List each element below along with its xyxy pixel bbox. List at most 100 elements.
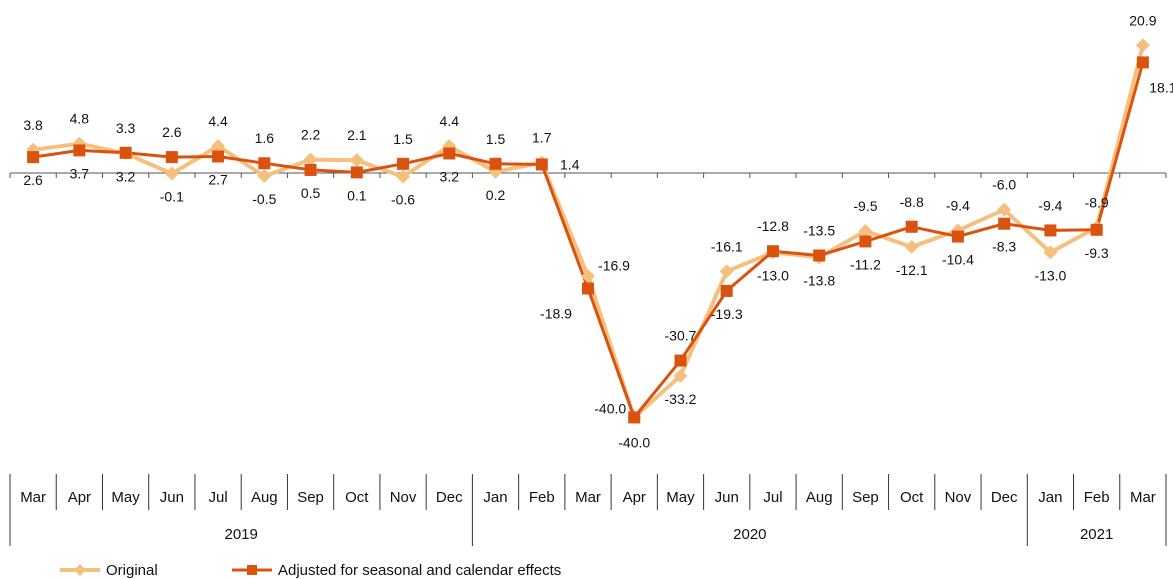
adjusted-point [1044, 224, 1057, 237]
original-data-label: 1.7 [532, 130, 552, 146]
original-data-label: 4.4 [440, 113, 460, 129]
adjusted-series-line [32, 62, 1145, 419]
adjusted-data-label: -12.8 [757, 218, 789, 234]
adjusted-point [535, 158, 548, 171]
adjusted-point [27, 151, 40, 164]
original-point [581, 269, 595, 284]
adjusted-data-label: 2.6 [162, 124, 182, 140]
adjusted-point [951, 230, 964, 243]
original-data-label: 3.8 [23, 117, 43, 133]
adjusted-point [582, 282, 594, 295]
month-tick-label: Aug [806, 489, 833, 506]
adjusted-data-label: -11.2 [850, 256, 881, 272]
adjusted-point [859, 235, 872, 248]
original-point [904, 239, 919, 254]
data-labels: 3.8 2.6 4.8 3.7 3.3 3.2 2.6 -0.1 4.4 2.7 1.6 -0.5 2.… [23, 12, 1173, 450]
year-label: 2021 [1080, 526, 1113, 543]
adjusted-data-label: -30.7 [665, 328, 697, 344]
adjusted-data-label: 18.1 [1149, 79, 1173, 95]
month-tick-label: Jul [208, 489, 227, 506]
original-data-label: -9.4 [946, 197, 970, 213]
adjusted-data-label: -19.3 [711, 306, 743, 322]
adjusted-data-label: 1.5 [393, 131, 413, 147]
zero-axis-ticks [9, 173, 1167, 178]
adjusted-point [813, 249, 826, 262]
original-data-label: 4.4 [208, 113, 228, 129]
adjusted-data-label: 1.4 [560, 156, 580, 172]
adjusted-point [350, 166, 363, 179]
original-point [211, 139, 226, 154]
adjusted-data-label: -8.8 [900, 194, 924, 210]
adjusted-point [998, 217, 1011, 230]
month-tick-label: May [666, 489, 695, 506]
adjusted-data-label: -13.5 [803, 222, 835, 238]
original-data-label: -16.9 [598, 257, 630, 273]
adjusted-point [489, 157, 502, 170]
original-data-label: -6.0 [992, 177, 1016, 193]
adjusted-point [905, 220, 918, 233]
original-point [673, 368, 688, 383]
month-tick-label: May [111, 489, 140, 506]
adjusted-point [165, 151, 178, 164]
original-data-label: -0.1 [160, 189, 184, 205]
series-lines [32, 44, 1145, 420]
adjusted-point [628, 411, 641, 424]
adjusted-point [304, 163, 317, 176]
legend: Original Adjusted for seasonal and calend… [60, 562, 561, 579]
original-data-label: 20.9 [1129, 12, 1156, 28]
original-point [1135, 38, 1150, 53]
month-tick-label: Feb [529, 489, 555, 506]
month-tick-label: Oct [345, 489, 369, 506]
original-data-label: 2.1 [347, 127, 367, 143]
month-tick-label: Feb [1084, 489, 1110, 506]
original-point [303, 152, 318, 167]
adjusted-data-label: 1.6 [255, 130, 275, 146]
adjusted-data-label: 1.5 [486, 131, 506, 147]
series-markers [26, 38, 1150, 425]
month-tick-label: Sep [852, 489, 879, 506]
legend-marker [74, 564, 86, 576]
original-data-label: -9.5 [853, 198, 877, 214]
adjusted-point [443, 147, 456, 160]
year-label: 2020 [733, 526, 766, 543]
month-tick-label: Mar [20, 489, 46, 506]
month-tick-label: Aug [251, 489, 278, 506]
original-data-label: -0.5 [252, 191, 276, 207]
adjusted-data-label: 3.7 [70, 165, 90, 181]
original-data-label: 3.2 [116, 168, 136, 184]
original-data-label: 0.2 [486, 187, 506, 203]
original-data-label: -0.6 [391, 192, 415, 208]
month-tick-label: Nov [945, 489, 972, 506]
category-axis: Mar Apr May Jun Jul Aug Sep Oct Nov Dec Jan Feb Mar A… [9, 474, 1167, 546]
adjusted-data-label: 3.3 [116, 120, 136, 136]
adjusted-point [397, 157, 410, 170]
adjusted-data-label: 3.2 [440, 168, 460, 184]
legend-label: Original [106, 562, 158, 579]
month-tick-label: Jun [160, 489, 184, 506]
adjusted-point [258, 157, 271, 170]
adjusted-data-label: -40.0 [618, 434, 650, 450]
month-tick-label: Mar [575, 489, 601, 506]
original-data-label: -12.1 [896, 262, 928, 278]
original-point [1043, 245, 1058, 260]
original-point [997, 202, 1012, 217]
year-label: 2019 [225, 526, 258, 543]
adjusted-data-label: 0.5 [301, 185, 321, 201]
adjusted-point [1090, 223, 1103, 236]
month-tick-label: Nov [390, 489, 417, 506]
original-point [257, 169, 272, 184]
adjusted-data-label: -9.4 [1038, 197, 1062, 213]
original-data-label: -8.9 [1085, 194, 1109, 210]
month-tick-label: Apr [623, 489, 646, 506]
original-point [396, 169, 411, 184]
original-data-label: -40.0 [594, 400, 626, 416]
adjusted-data-label: 2.6 [23, 172, 43, 188]
original-point [349, 153, 364, 168]
adjusted-point [119, 146, 132, 159]
original-data-label: -13.0 [1034, 267, 1066, 283]
month-tick-label: Dec [436, 489, 463, 506]
original-data-label: -16.1 [711, 238, 743, 254]
original-data-label: -13.8 [803, 272, 835, 288]
original-data-label: 2.2 [301, 127, 321, 143]
